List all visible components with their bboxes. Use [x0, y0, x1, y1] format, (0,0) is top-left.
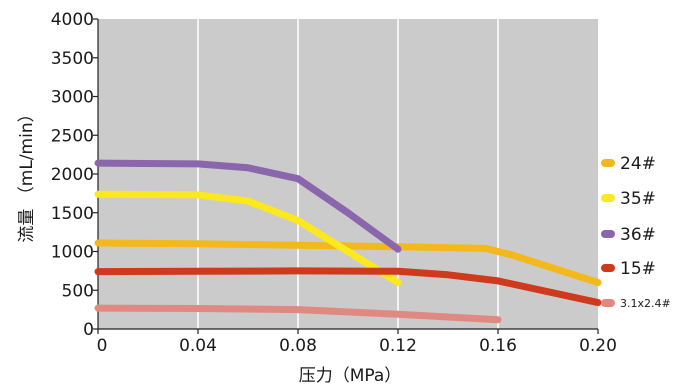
y-tick-label: 500	[62, 281, 94, 301]
y-tick-label: 1000	[51, 243, 94, 263]
x-tick-label: 0.20	[579, 336, 617, 356]
legend-swatch	[601, 299, 615, 307]
x-axis-ticks: 0 0.04 0.08 0.12 0.16 0.20	[97, 336, 617, 356]
legend-label: 3.1x2.4#	[620, 297, 671, 310]
legend-swatch	[601, 230, 615, 238]
plot-area	[98, 19, 598, 329]
legend-swatch	[601, 159, 615, 167]
y-tick-label: 4000	[51, 10, 94, 30]
legend-label: 36#	[620, 225, 656, 245]
series-line	[94, 304, 502, 324]
y-tick-label: 2000	[51, 165, 94, 185]
x-tick-label: 0.08	[279, 336, 317, 356]
legend-swatch	[601, 194, 615, 202]
x-axis-title: 压力（MPa）	[299, 366, 402, 386]
y-tick-label: 3000	[51, 88, 94, 108]
legend: 24# 35# 36# 15# 3.1x2.4#	[601, 154, 671, 310]
legend-label: 35#	[620, 189, 656, 209]
x-tick-label: 0.16	[479, 336, 517, 356]
y-axis-title: 流量 （mL/min）	[17, 105, 37, 242]
y-tick-label: 0	[83, 320, 94, 340]
x-tick-label: 0.12	[379, 336, 417, 356]
x-tick-label: 0	[97, 336, 108, 356]
legend-label: 24#	[620, 154, 656, 174]
y-axis-ticks: 0 500 1000 1500 2000 2500 3000 3500 4000	[51, 10, 94, 340]
legend-label: 15#	[620, 259, 656, 279]
series-line	[94, 159, 402, 253]
series-line	[94, 267, 602, 307]
grid-lines	[197, 19, 499, 329]
y-tick-label: 3500	[51, 49, 94, 69]
y-tick-label: 1500	[51, 204, 94, 224]
y-tick-label: 2500	[51, 126, 94, 146]
axes	[93, 18, 599, 334]
series-line	[94, 190, 402, 286]
series-lines	[94, 159, 602, 324]
legend-swatch	[601, 264, 615, 272]
x-tick-label: 0.04	[179, 336, 217, 356]
